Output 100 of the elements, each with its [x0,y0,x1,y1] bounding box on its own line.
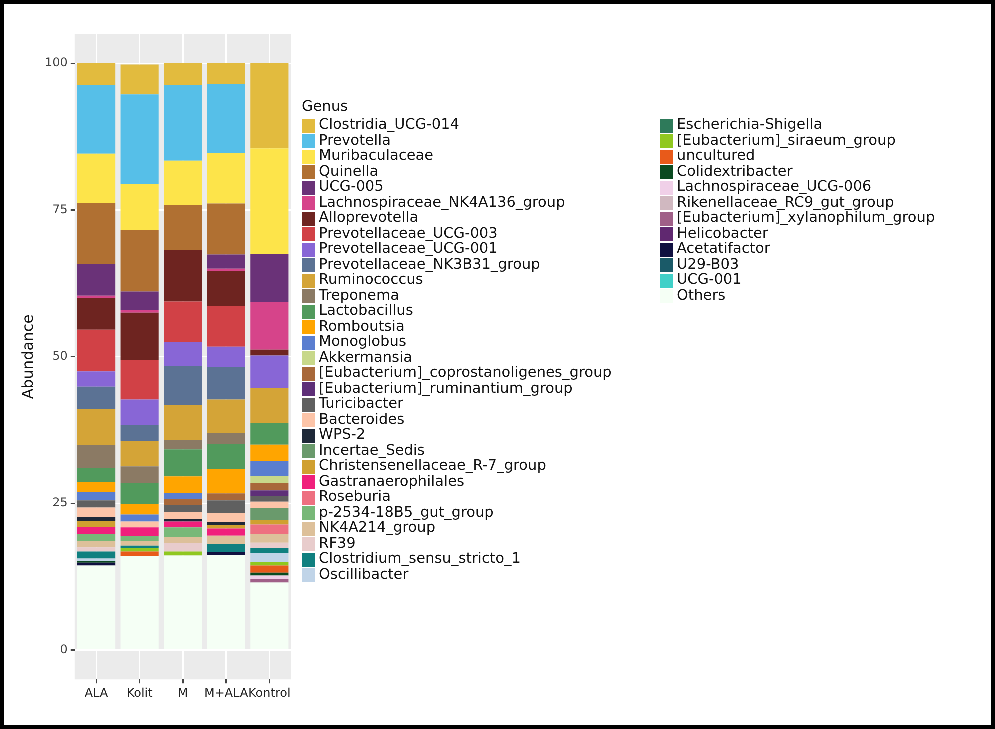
bar [207,512,246,522]
bar [120,536,159,542]
bar [207,444,246,470]
bar [207,522,246,526]
bar [78,527,116,534]
bar [207,367,246,400]
bar [164,160,202,206]
legend-label: Romboutsia [319,318,405,335]
legend-label: Escherichia-Shigella [677,117,823,134]
legend-label: Oscillibacter [319,566,409,583]
bar [207,204,246,255]
bar [120,504,159,515]
bar [164,405,202,440]
bar [250,566,289,573]
bar [164,493,202,500]
legend-label: p-2534-18B5_gut_group [319,504,494,521]
bar [120,441,159,467]
bar [120,94,159,184]
bar [250,542,289,548]
bar [164,302,202,342]
bar [164,537,202,544]
bar [78,468,116,482]
bar [78,552,116,559]
x-tick-label: Kontrol [248,686,291,700]
legend-label: Acetatifactor [677,241,770,258]
y-tick-label: 25 [52,496,68,510]
bar [78,492,116,501]
bar [250,553,289,562]
legend-label: [Eubacterium]_ruminantium_group [319,380,573,397]
legend-label: Treponema [319,288,400,304]
bar [120,360,159,400]
bar [120,312,159,360]
bar [250,496,289,502]
bar [250,444,289,462]
bar [120,230,159,292]
legend-label: Roseburia [319,489,392,506]
bar [78,517,116,522]
y-tick-label: 75 [52,202,68,216]
legend-label: Lactobacillus [319,303,414,320]
bar [164,522,202,528]
legend-label: Helicobacter [677,226,768,242]
bar [120,184,159,230]
bar [250,534,289,543]
legend-label: Quinella [319,164,379,180]
legend-label: Others [677,288,726,304]
legend-label: NK4A214_group [319,520,436,536]
bar [164,552,202,556]
bar [120,541,159,546]
bar [250,476,289,484]
bar [250,461,289,476]
bar [78,482,116,492]
bar [250,579,289,583]
legend-label: U29-B03 [677,256,740,273]
bar [250,388,289,424]
bar [164,250,202,302]
bar [250,576,289,580]
bar [207,494,246,501]
legend-label: Christensenellaceae_R-7_group [319,458,546,474]
bar [78,541,116,548]
bar [207,525,246,529]
legend-label: Rikenellaceae_RC9_gut_group [677,194,894,211]
legend-label: Colidextribacter [677,164,793,180]
bar [164,206,202,250]
bar [250,490,289,496]
bar [120,400,159,425]
y-tick-label: 50 [52,349,68,364]
bar [250,502,289,508]
bar [207,306,246,347]
legend-label: Prevotellaceae_UCG-003 [319,226,498,242]
bar [207,254,246,269]
legend-label: Gastranaerophilales [319,474,465,490]
legend-label: Alloprevotella [319,210,419,226]
bar [250,520,289,525]
bar [164,342,202,366]
bar [164,85,202,161]
bar [207,271,246,306]
legend-label: Lachnospiraceae_NK4A136_group [319,194,566,211]
bar [120,548,159,552]
legend-label: UCG-005 [319,179,384,196]
bar [250,508,289,520]
bar [78,558,116,562]
bar [207,500,246,513]
bar [120,292,159,311]
bar [78,372,116,387]
bar [120,64,159,95]
bar [78,298,116,330]
bar [207,84,246,154]
bar [78,203,116,264]
bar [120,522,159,528]
bar [207,433,246,444]
legend-label: UCG-001 [677,272,742,288]
y-axis-title: Abundance [18,314,37,400]
bar [78,386,116,410]
bar [78,445,116,468]
bar [207,64,246,84]
legend-label: Akkermansia [319,350,412,366]
bar [120,528,159,536]
legend-label: [Eubacterium]_siraeum_group [677,132,896,149]
bar [78,409,116,446]
x-tick-label: M [178,686,188,700]
